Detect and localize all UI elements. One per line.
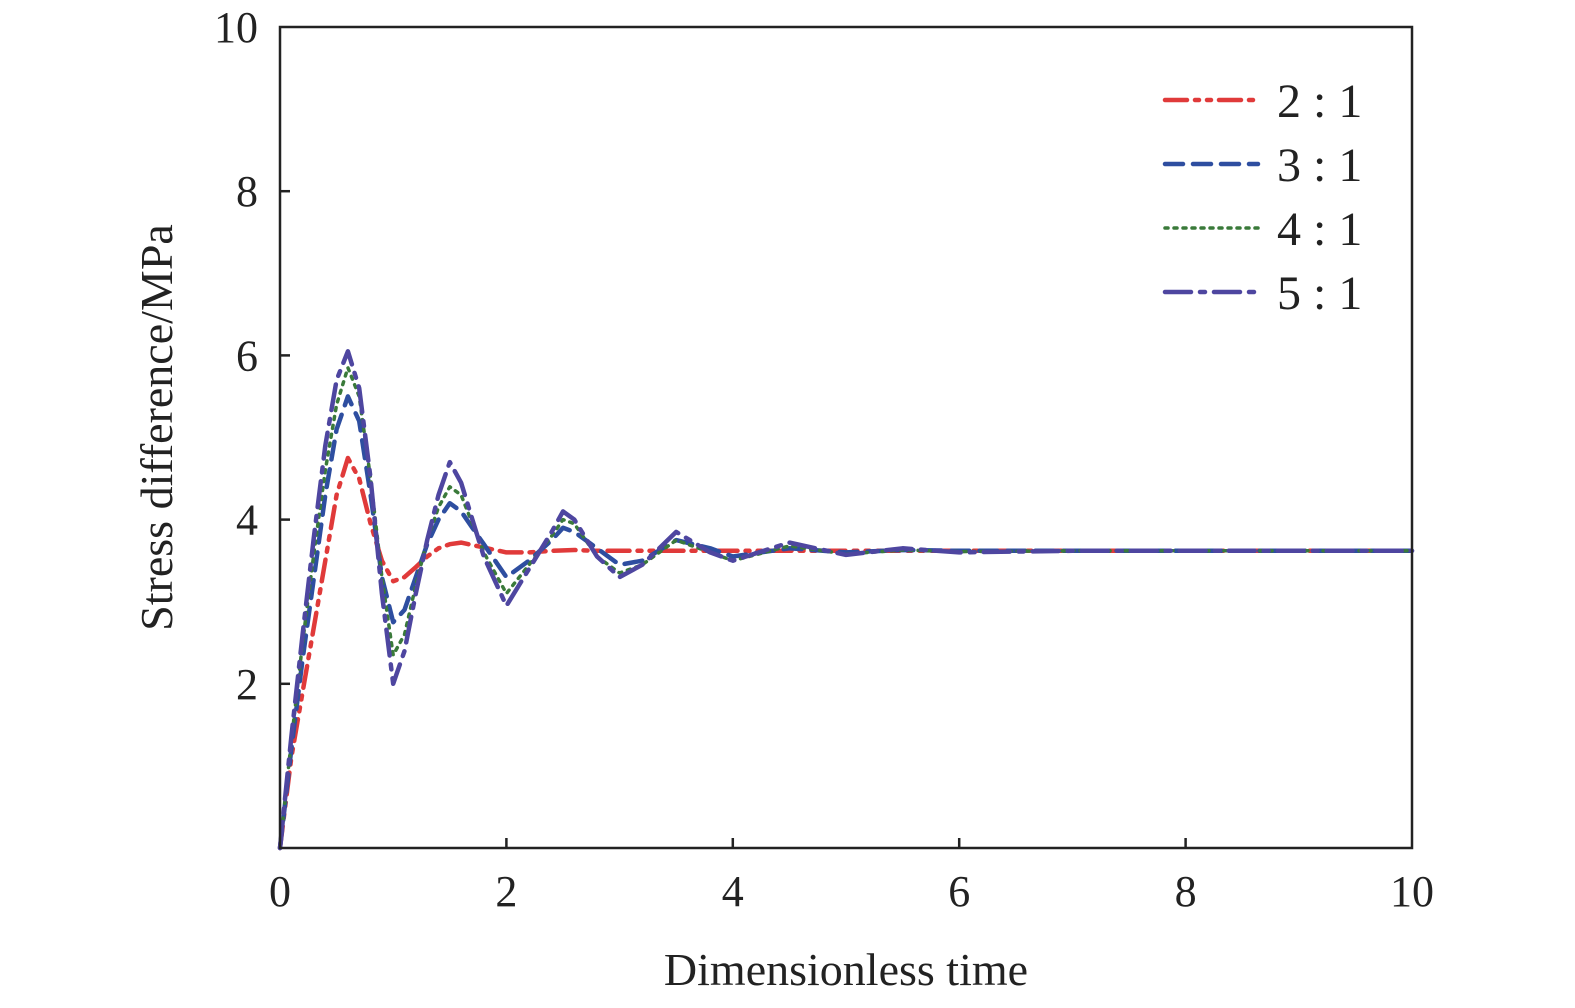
y-tick-label-0: 2 — [236, 660, 258, 709]
series-line-2 — [277, 394, 1415, 851]
y-tick-label-3: 8 — [236, 167, 258, 216]
x-axis-title: Dimensionless time — [664, 944, 1028, 995]
x-tick-label-2: 4 — [722, 867, 744, 916]
plot-frame — [278, 25, 1414, 850]
ticks-layer — [280, 189, 1187, 848]
legend-label-3: 4 : 1 — [1277, 203, 1362, 256]
x-tick-label-1: 2 — [495, 867, 517, 916]
x-tick-label-5: 10 — [1390, 867, 1434, 916]
series-line-4 — [277, 349, 1415, 851]
series-layer — [277, 349, 1415, 851]
x-tick-label-4: 8 — [1175, 867, 1197, 916]
x-tick-label-0: 0 — [269, 867, 291, 916]
x-tick-label-3: 6 — [948, 867, 970, 916]
legend-label-4: 5 : 1 — [1277, 267, 1362, 320]
legend-label-1: 2 : 1 — [1277, 75, 1362, 128]
legend: 2 : 1 3 : 1 4 : 1 5 : 1 — [1162, 75, 1362, 320]
tick-labels-layer: 0 2 4 6 8 10 2 4 6 8 10 — [214, 3, 1434, 916]
y-tick-label-4: 10 — [214, 3, 258, 52]
y-axis-title: Stress difference/MPa — [131, 224, 182, 631]
y-tick-label-2: 6 — [236, 331, 258, 380]
legend-label-2: 3 : 1 — [1277, 139, 1362, 192]
y-tick-label-1: 4 — [236, 496, 258, 545]
